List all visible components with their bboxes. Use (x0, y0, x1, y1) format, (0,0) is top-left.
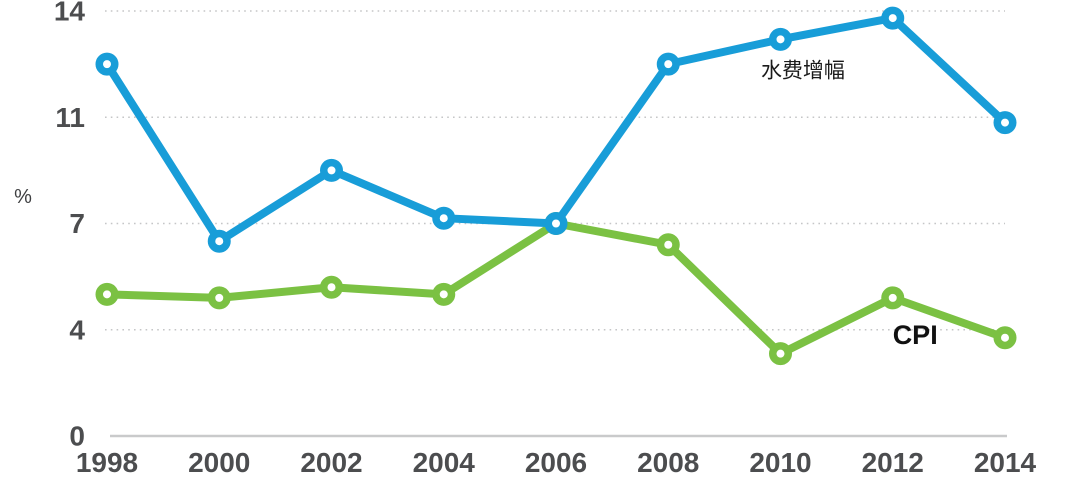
data-point-marker-water-fee (432, 206, 456, 230)
data-point-marker-cpi (95, 282, 119, 306)
cpi-label: CPI (893, 320, 938, 350)
x-tick-label: 2010 (749, 447, 811, 478)
data-point-marker-water-fee (95, 52, 119, 76)
data-point-marker-cpi (881, 286, 905, 310)
y-tick-label: 11 (55, 102, 85, 133)
x-tick-label: 2012 (862, 447, 924, 478)
x-tick-label: 2002 (300, 447, 362, 478)
data-point-marker-water-fee (769, 27, 792, 51)
x-tick-label: 1998 (76, 447, 138, 478)
series-line-water-fee (103, 14, 1009, 246)
data-point-marker-water-fee (656, 52, 680, 76)
data-point-marker-water-fee (881, 6, 905, 30)
x-tick-label: 2006 (525, 447, 587, 478)
x-tick-label: 2008 (637, 447, 699, 478)
data-point-marker-cpi (656, 233, 680, 257)
x-tick-label: 2014 (974, 447, 1037, 478)
y-tick-label: 7 (69, 208, 85, 239)
series-line-cpi (103, 219, 1009, 358)
data-point-marker-cpi (207, 286, 231, 310)
y-tick-label: 14 (54, 0, 86, 27)
data-point-marker-water-fee (993, 111, 1017, 135)
x-tick-label: 2000 (188, 447, 250, 478)
y-axis-unit-label: % (14, 186, 32, 208)
data-point-marker-water-fee (320, 158, 343, 182)
data-point-marker-cpi (769, 342, 792, 366)
y-tick-label: 0 (69, 421, 85, 452)
data-point-marker-cpi (993, 326, 1017, 350)
data-point-marker-water-fee (207, 229, 231, 253)
data-point-marker-cpi (432, 282, 456, 306)
water-fee-label: 水费增幅 (761, 60, 845, 83)
x-tick-label: 2004 (413, 447, 476, 478)
data-point-marker-cpi (320, 275, 343, 299)
data-point-marker-water-fee (544, 212, 568, 235)
y-tick-label: 4 (69, 314, 85, 345)
